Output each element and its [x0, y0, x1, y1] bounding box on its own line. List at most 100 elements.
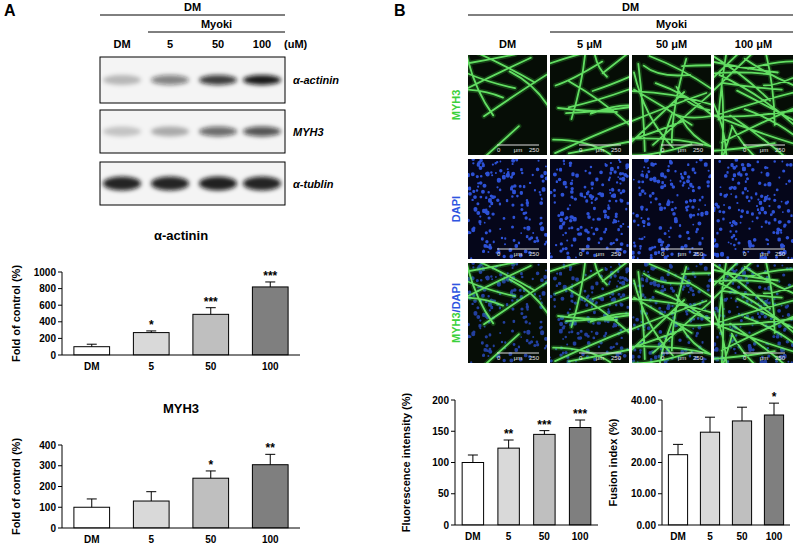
myotubes: [714, 55, 793, 155]
blot-row-label: α-tublin: [293, 178, 334, 190]
tick-label: 0: [443, 520, 449, 531]
tick-label: 150: [432, 426, 449, 437]
bar: [732, 421, 751, 525]
micrograph: [714, 55, 793, 155]
myotubes: [632, 56, 711, 155]
x-axis: [62, 528, 300, 529]
error-bar: [504, 440, 514, 448]
tick-label: 0: [50, 523, 56, 534]
lane-label: DM: [113, 38, 130, 50]
error-cap: [468, 455, 478, 456]
error-bar: [146, 492, 156, 501]
header-line: [468, 15, 793, 16]
significance: *: [208, 458, 213, 472]
significance: ***: [537, 418, 551, 432]
tick: [58, 305, 62, 306]
error-bar: [468, 455, 478, 463]
error-stem: [472, 455, 473, 463]
row-label-part: MYH3: [450, 312, 462, 343]
scale-text: μm: [760, 251, 768, 257]
band: [151, 177, 189, 191]
error-stem: [710, 417, 711, 432]
scale-text: 0: [743, 355, 747, 361]
blot-frame: [100, 110, 285, 153]
nuclei: [714, 159, 793, 259]
header-line: [550, 32, 793, 33]
row-label-part: MYH3: [450, 90, 462, 121]
scale-text: 250: [775, 251, 786, 257]
error-stem: [580, 420, 581, 428]
scale-text: 0: [661, 147, 665, 153]
micrograph: [550, 55, 629, 155]
lane-label: 5: [167, 38, 173, 50]
scale-text: μm: [760, 147, 768, 153]
tick: [451, 525, 455, 526]
tick-label: 40.00: [631, 395, 656, 406]
scale-text: 0: [743, 147, 747, 153]
tick-label: 800: [39, 283, 56, 294]
error-bar: [265, 454, 275, 464]
error-stem: [210, 471, 211, 478]
scale-bar: [743, 353, 785, 354]
tick-label: 100: [432, 457, 449, 468]
plot-marks: [462, 420, 591, 525]
error-cap: [673, 444, 683, 445]
category-label: DM: [670, 531, 686, 542]
band: [243, 177, 281, 191]
scale-text: μm: [596, 355, 604, 361]
error-bar: [737, 407, 747, 421]
category-label: 50: [539, 531, 551, 542]
error-bar: [87, 499, 97, 507]
significance: **: [266, 441, 276, 455]
micrograph: [632, 159, 711, 259]
category-label: 50: [736, 531, 748, 542]
plot-marks: [74, 454, 288, 528]
significance: ***: [263, 269, 277, 283]
blot-frame: [100, 57, 285, 103]
y-axis: [455, 400, 456, 525]
band: [199, 127, 237, 137]
bar: [569, 428, 590, 526]
band: [103, 75, 141, 85]
column-label: 100 μM: [735, 38, 772, 50]
scale-text: μm: [514, 147, 522, 153]
scale-text: μm: [596, 251, 604, 257]
myotube-glow: [632, 264, 711, 363]
micrograph: [468, 159, 547, 259]
band: [199, 75, 237, 85]
tick-label: 10.00: [631, 488, 656, 499]
tick-label: 400: [39, 440, 56, 451]
bar: [700, 432, 719, 525]
myotube-glow: [468, 263, 547, 363]
myotubes: [714, 263, 793, 363]
axis-title: Fold of control (%): [10, 265, 22, 362]
scale-text: 250: [693, 147, 704, 153]
tick-label: 100: [39, 502, 56, 513]
error-stem: [270, 454, 271, 464]
micrograph: [550, 159, 629, 259]
error-cap: [87, 498, 97, 499]
tick: [658, 462, 662, 463]
category-label: 100: [572, 531, 589, 542]
category-label: DM: [84, 534, 100, 545]
bar: [133, 333, 169, 355]
row-label: MYH3/DAPI: [450, 283, 462, 343]
unit-label: (uM): [284, 38, 308, 50]
myotube-glow: [714, 55, 793, 155]
micrograph: [550, 263, 629, 363]
y-axis: [662, 400, 663, 525]
category-label: 100: [262, 361, 279, 372]
scale-text: μm: [678, 147, 686, 153]
tick: [58, 321, 62, 322]
tick: [58, 445, 62, 446]
bands: [103, 75, 281, 85]
tick: [451, 431, 455, 432]
scale-text: 250: [529, 147, 540, 153]
group-header: DM: [622, 1, 639, 13]
scale-bar: [661, 353, 703, 354]
scale-bar: [497, 353, 539, 354]
header-line: [148, 32, 285, 33]
x-axis: [662, 525, 790, 526]
error-stem: [91, 499, 92, 507]
micrograph: [632, 263, 711, 363]
